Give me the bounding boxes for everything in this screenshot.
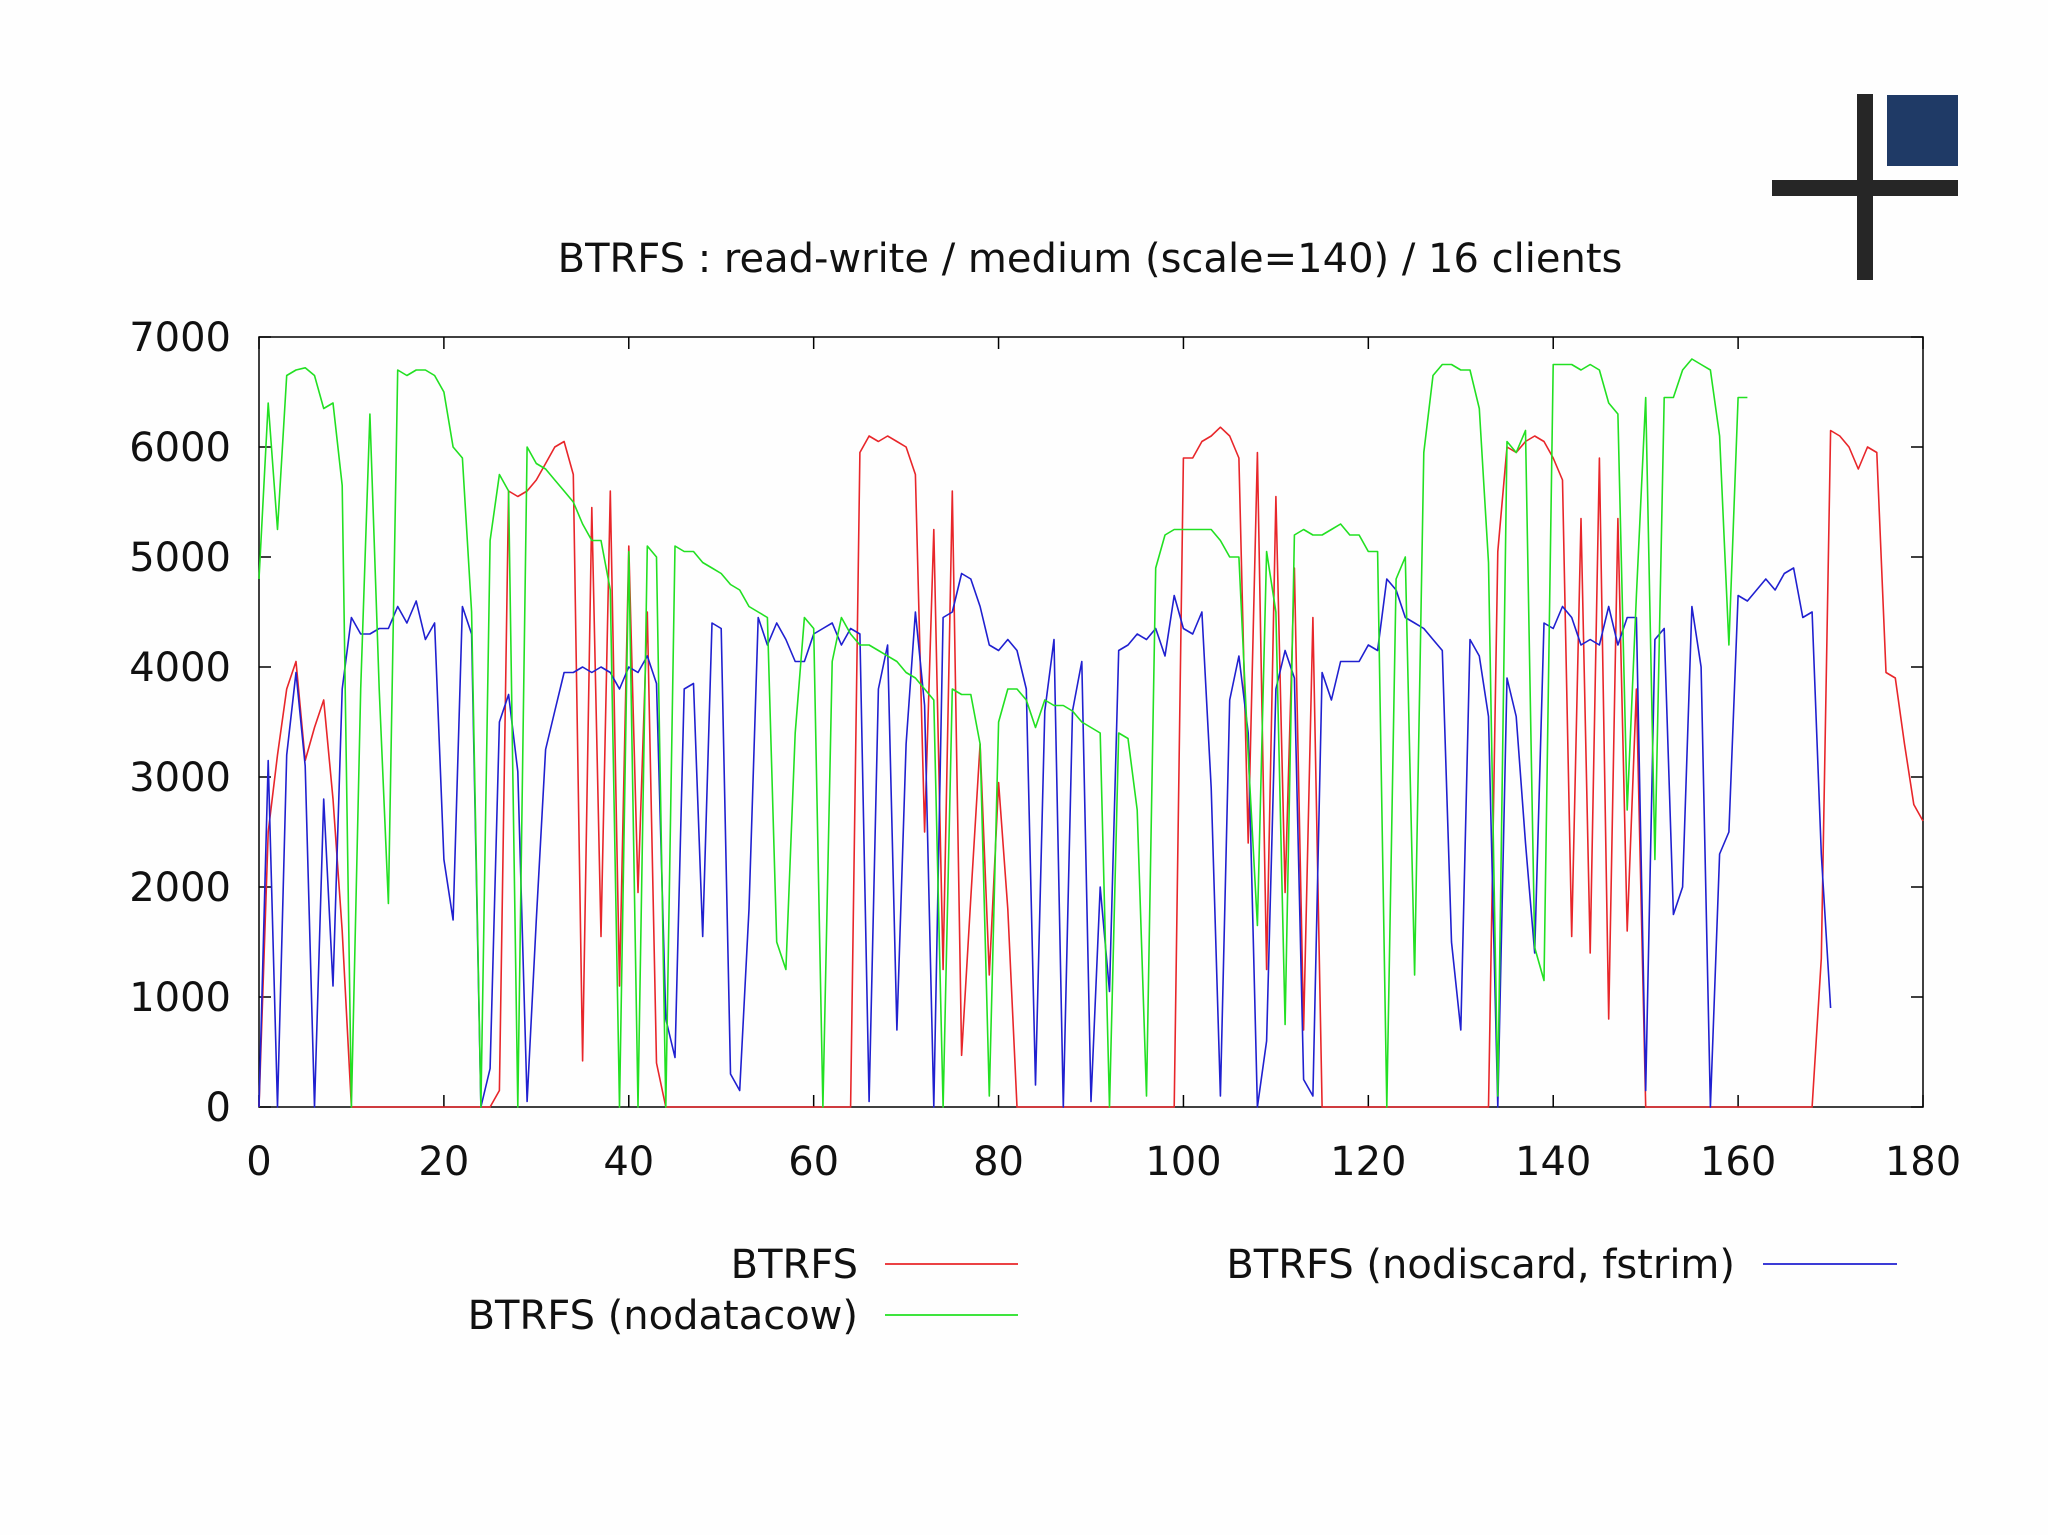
plot-frame [258,336,1924,1108]
y-tick-label: 4000 [129,645,231,691]
x-tick-label: 120 [1330,1139,1406,1185]
chart-title: BTRFS : read-write / medium (scale=140) … [558,236,1623,282]
legend-label: BTRFS (nodatacow) [468,1293,858,1339]
x-tick-label: 180 [1885,1139,1961,1185]
plot-area [258,336,1924,1108]
series-line-1 [258,567,1832,1108]
series-line-2 [258,358,1748,1108]
y-tick-label: 0 [206,1085,231,1131]
x-tick-label: 140 [1515,1139,1591,1185]
x-tick-label: 80 [973,1139,1024,1185]
y-tick-label: 3000 [129,755,231,801]
logo-square [1887,95,1958,166]
x-tick-label: 160 [1700,1139,1776,1185]
series-line-0 [258,426,1924,1108]
legend-label: BTRFS (nodiscard, fstrim) [1226,1242,1735,1288]
y-tick-label: 1000 [129,975,231,1021]
series-lines [258,358,1924,1108]
x-tick-label: 40 [603,1139,654,1185]
y-tick-label: 5000 [129,535,231,581]
y-tick-label: 7000 [129,315,231,361]
legend-label: BTRFS [731,1242,858,1288]
x-tick-label: 60 [788,1139,839,1185]
y-tick-label: 6000 [129,425,231,471]
axis-ticks: 0 20 40 60 80 100 120 140 160 180 0 1000 2000 3000 400… [129,315,1961,1185]
y-tick-label: 2000 [129,865,231,911]
x-tick-label: 100 [1145,1139,1221,1185]
x-tick-label: 0 [246,1139,271,1185]
logo-horizontal-bar [1772,180,1958,196]
legend: BTRFS BTRFS (nodiscard, fstrim) BTRFS (nod… [468,1242,1897,1339]
x-tick-label: 20 [418,1139,469,1185]
